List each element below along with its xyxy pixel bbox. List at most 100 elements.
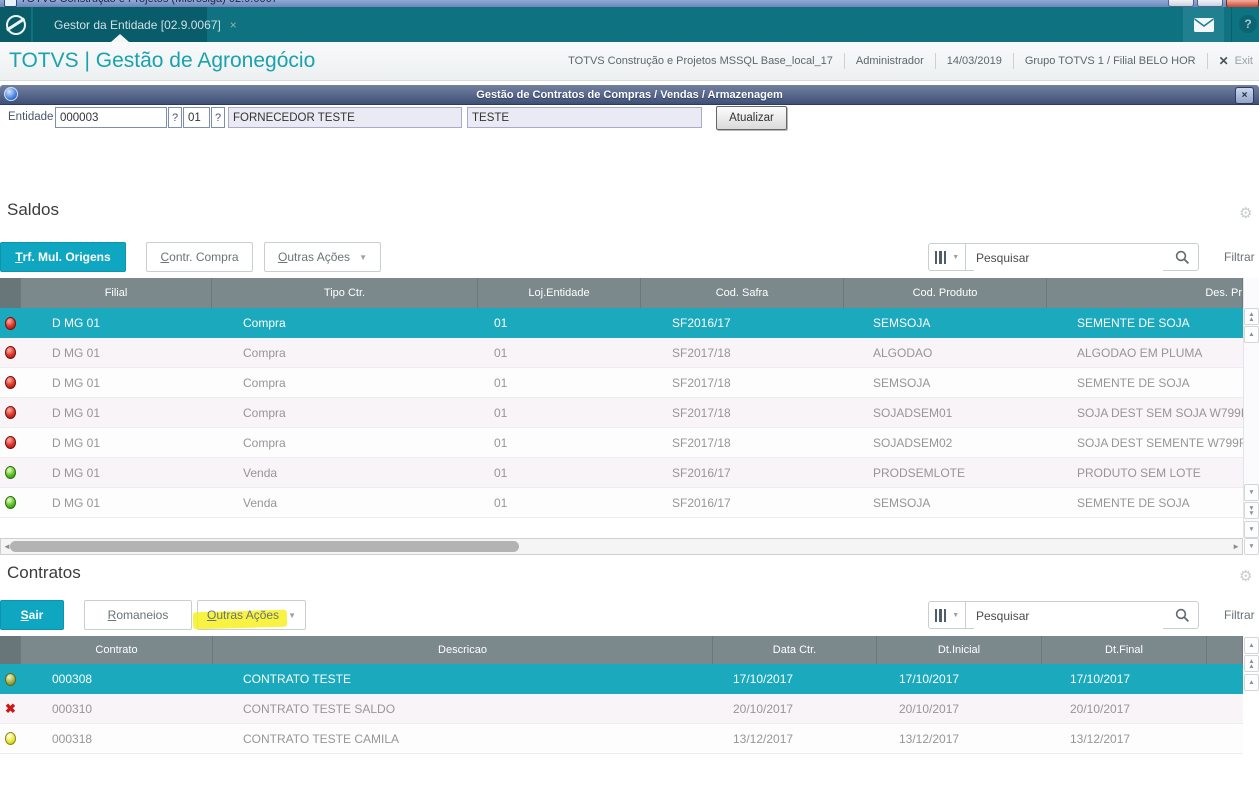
table-row[interactable]: D MG 01 Compra 01 SF2017/18 SOJADSEM01 S…: [0, 398, 1243, 428]
cell-loj-entidade: 01: [494, 375, 508, 390]
saldos-filtrar-link[interactable]: Filtrar: [1224, 250, 1255, 264]
saldos-scroll-pagedown-button[interactable]: ▼ ▼: [1244, 502, 1259, 519]
table-row[interactable]: ✖ 000310 CONTRATO TESTE SALDO 20/10/2017…: [0, 694, 1243, 724]
exit-icon[interactable]: ✕: [1218, 54, 1229, 68]
contratos-search-input[interactable]: [974, 603, 1163, 629]
cell-cod-produto: SEMSOJA: [873, 316, 931, 330]
saldos-scroll-down-button[interactable]: ▼: [1244, 484, 1259, 501]
status-cell: [0, 458, 21, 487]
cell-tipo-ctr: Compra: [243, 375, 286, 390]
search-icon: [1175, 608, 1190, 623]
table-row[interactable]: 000318 CONTRATO TESTE CAMILA 13/12/2017 …: [0, 724, 1243, 754]
entity-store-lookup-button[interactable]: ?: [211, 107, 225, 128]
date-label: 14/03/2019: [946, 55, 1002, 67]
column-header-cod-safra[interactable]: Cod. Safra: [641, 278, 844, 308]
status-cell: [0, 338, 21, 367]
contratos-settings-gear-icon[interactable]: ⚙: [1239, 568, 1253, 585]
status-cell: [0, 724, 21, 753]
contratos-grid-header: Contrato Descricao Data Ctr. Dt.Inicial …: [0, 636, 1243, 664]
exit-button[interactable]: Exit: [1234, 55, 1253, 67]
table-row[interactable]: D MG 01 Compra 01 SF2016/17 SEMSOJA SEME…: [0, 308, 1243, 338]
table-row[interactable]: 000308 CONTRATO TESTE 17/10/2017 17/10/2…: [0, 664, 1243, 694]
status-cancel-icon: ✖: [5, 701, 16, 716]
entity-form: Entidade ? ? Atualizar: [0, 104, 1259, 134]
entity-code-lookup-button[interactable]: ?: [168, 107, 182, 128]
totvs-logo[interactable]: [0, 7, 31, 42]
cell-descricao: CONTRATO TESTE: [243, 672, 352, 686]
status-column-header[interactable]: [0, 278, 21, 308]
contratos-scroll-top-button[interactable]: ▲: [1244, 637, 1259, 654]
cell-cod-safra: SF2017/18: [672, 375, 731, 390]
column-header-contrato[interactable]: Contrato: [21, 636, 213, 664]
saldos-scroll-pageup-button[interactable]: ▲ ▲: [1244, 308, 1259, 325]
contratos-searchbox: [966, 601, 1199, 629]
contratos-column-config-button[interactable]: ▼: [928, 601, 966, 629]
tab-close-icon[interactable]: ×: [229, 17, 237, 32]
status-green-icon: [5, 466, 16, 479]
saldos-scroll-up-button[interactable]: ▲: [1244, 326, 1259, 343]
saldos-hscroll-thumb[interactable]: [10, 541, 519, 552]
columns-icon: [934, 608, 938, 622]
contratos-filtrar-link[interactable]: Filtrar: [1224, 608, 1255, 622]
table-row[interactable]: D MG 01 Compra 01 SF2017/18 SOJADSEM02 S…: [0, 428, 1243, 458]
column-header-data-ctr[interactable]: Data Ctr.: [713, 636, 877, 664]
status-cell: ✖: [0, 694, 21, 723]
column-header-descricao[interactable]: Descricao: [213, 636, 713, 664]
contratos-search-group: ▼: [928, 601, 1199, 629]
saldos-section-title: Saldos: [7, 200, 59, 219]
chevron-down-icon: ▼: [288, 610, 296, 620]
contratos-scroll-pageup-button[interactable]: ▲ ▲: [1244, 655, 1259, 672]
saldos-scroll-corner-button[interactable]: ▼: [1244, 538, 1259, 555]
saldos-search-group: ▼: [928, 243, 1199, 271]
table-row[interactable]: D MG 01 Venda 01 SF2016/17 SEMSOJA SEMEN…: [0, 488, 1243, 518]
table-row[interactable]: D MG 01 Compra 01 SF2017/18 ALGODAO ALGO…: [0, 338, 1243, 368]
cell-extra: [1207, 664, 1243, 694]
status-cell: [0, 664, 21, 694]
columns-icon: [939, 250, 942, 264]
column-header-filial[interactable]: Filial: [21, 278, 212, 308]
status-column-header[interactable]: [0, 636, 21, 664]
table-row[interactable]: D MG 01 Compra 01 SF2017/18 SEMSOJA SEME…: [0, 368, 1243, 398]
table-row[interactable]: D MG 01 Venda 01 SF2016/17 PRODSEMLOTE P…: [0, 458, 1243, 488]
saldos-vscrollbar[interactable]: [1243, 278, 1259, 538]
dialog-title: Gestão de Contratos de Compras / Vendas …: [476, 88, 783, 101]
cell-tipo-ctr: Venda: [243, 465, 278, 480]
column-header-dt-inicial[interactable]: Dt.Inicial: [877, 636, 1042, 664]
dialog-icon: [4, 87, 18, 101]
saldos-column-config-button[interactable]: ▼: [928, 243, 966, 271]
divider: [1012, 53, 1014, 69]
entity-store-field[interactable]: [183, 107, 210, 128]
entity-code-field[interactable]: [55, 107, 167, 128]
saldos-hscrollbar[interactable]: ◄ ►: [0, 538, 1243, 555]
cell-loj-entidade: 01: [494, 405, 508, 420]
column-header-loj-entidade[interactable]: Loj.Entidade: [478, 278, 641, 308]
column-header-des-produto[interactable]: Des. Pr: [1047, 278, 1243, 308]
dialog-close-button[interactable]: ×: [1235, 87, 1254, 104]
column-header-dt-final[interactable]: Dt.Final: [1042, 636, 1207, 664]
scroll-right-icon[interactable]: ►: [1232, 542, 1240, 551]
saldos-settings-gear-icon[interactable]: ⚙: [1239, 205, 1253, 222]
maximize-button[interactable]: [1197, 0, 1223, 7]
mail-button[interactable]: [1183, 7, 1224, 42]
cell-cod-safra: SF2017/18: [672, 435, 731, 450]
status-red-icon: [5, 436, 16, 449]
cell-des-produto: SEMENTE DE SOJA: [1077, 316, 1190, 330]
cell-dt-final: 20/10/2017: [1070, 701, 1131, 716]
column-header-tipo-ctr[interactable]: Tipo Ctr.: [212, 278, 478, 308]
chevron-down-icon: ▼: [952, 611, 960, 619]
saldos-scroll-end-button[interactable]: ▼: [1244, 521, 1259, 538]
branch-label: Grupo TOTVS 1 / Filial BELO HOR: [1024, 55, 1196, 67]
atualizar-button[interactable]: Atualizar: [716, 106, 787, 130]
column-header-cod-produto[interactable]: Cod. Produto: [844, 278, 1047, 308]
scroll-left-icon[interactable]: ◄: [3, 542, 11, 551]
cell-des-produto: SOJA DEST SEMENTE W799R: [1077, 435, 1243, 450]
saldos-search-input[interactable]: [974, 245, 1163, 271]
help-button[interactable]: ?: [1239, 15, 1257, 33]
minimize-button[interactable]: [1168, 0, 1194, 7]
contratos-scroll-up-button[interactable]: ▲: [1244, 674, 1259, 691]
